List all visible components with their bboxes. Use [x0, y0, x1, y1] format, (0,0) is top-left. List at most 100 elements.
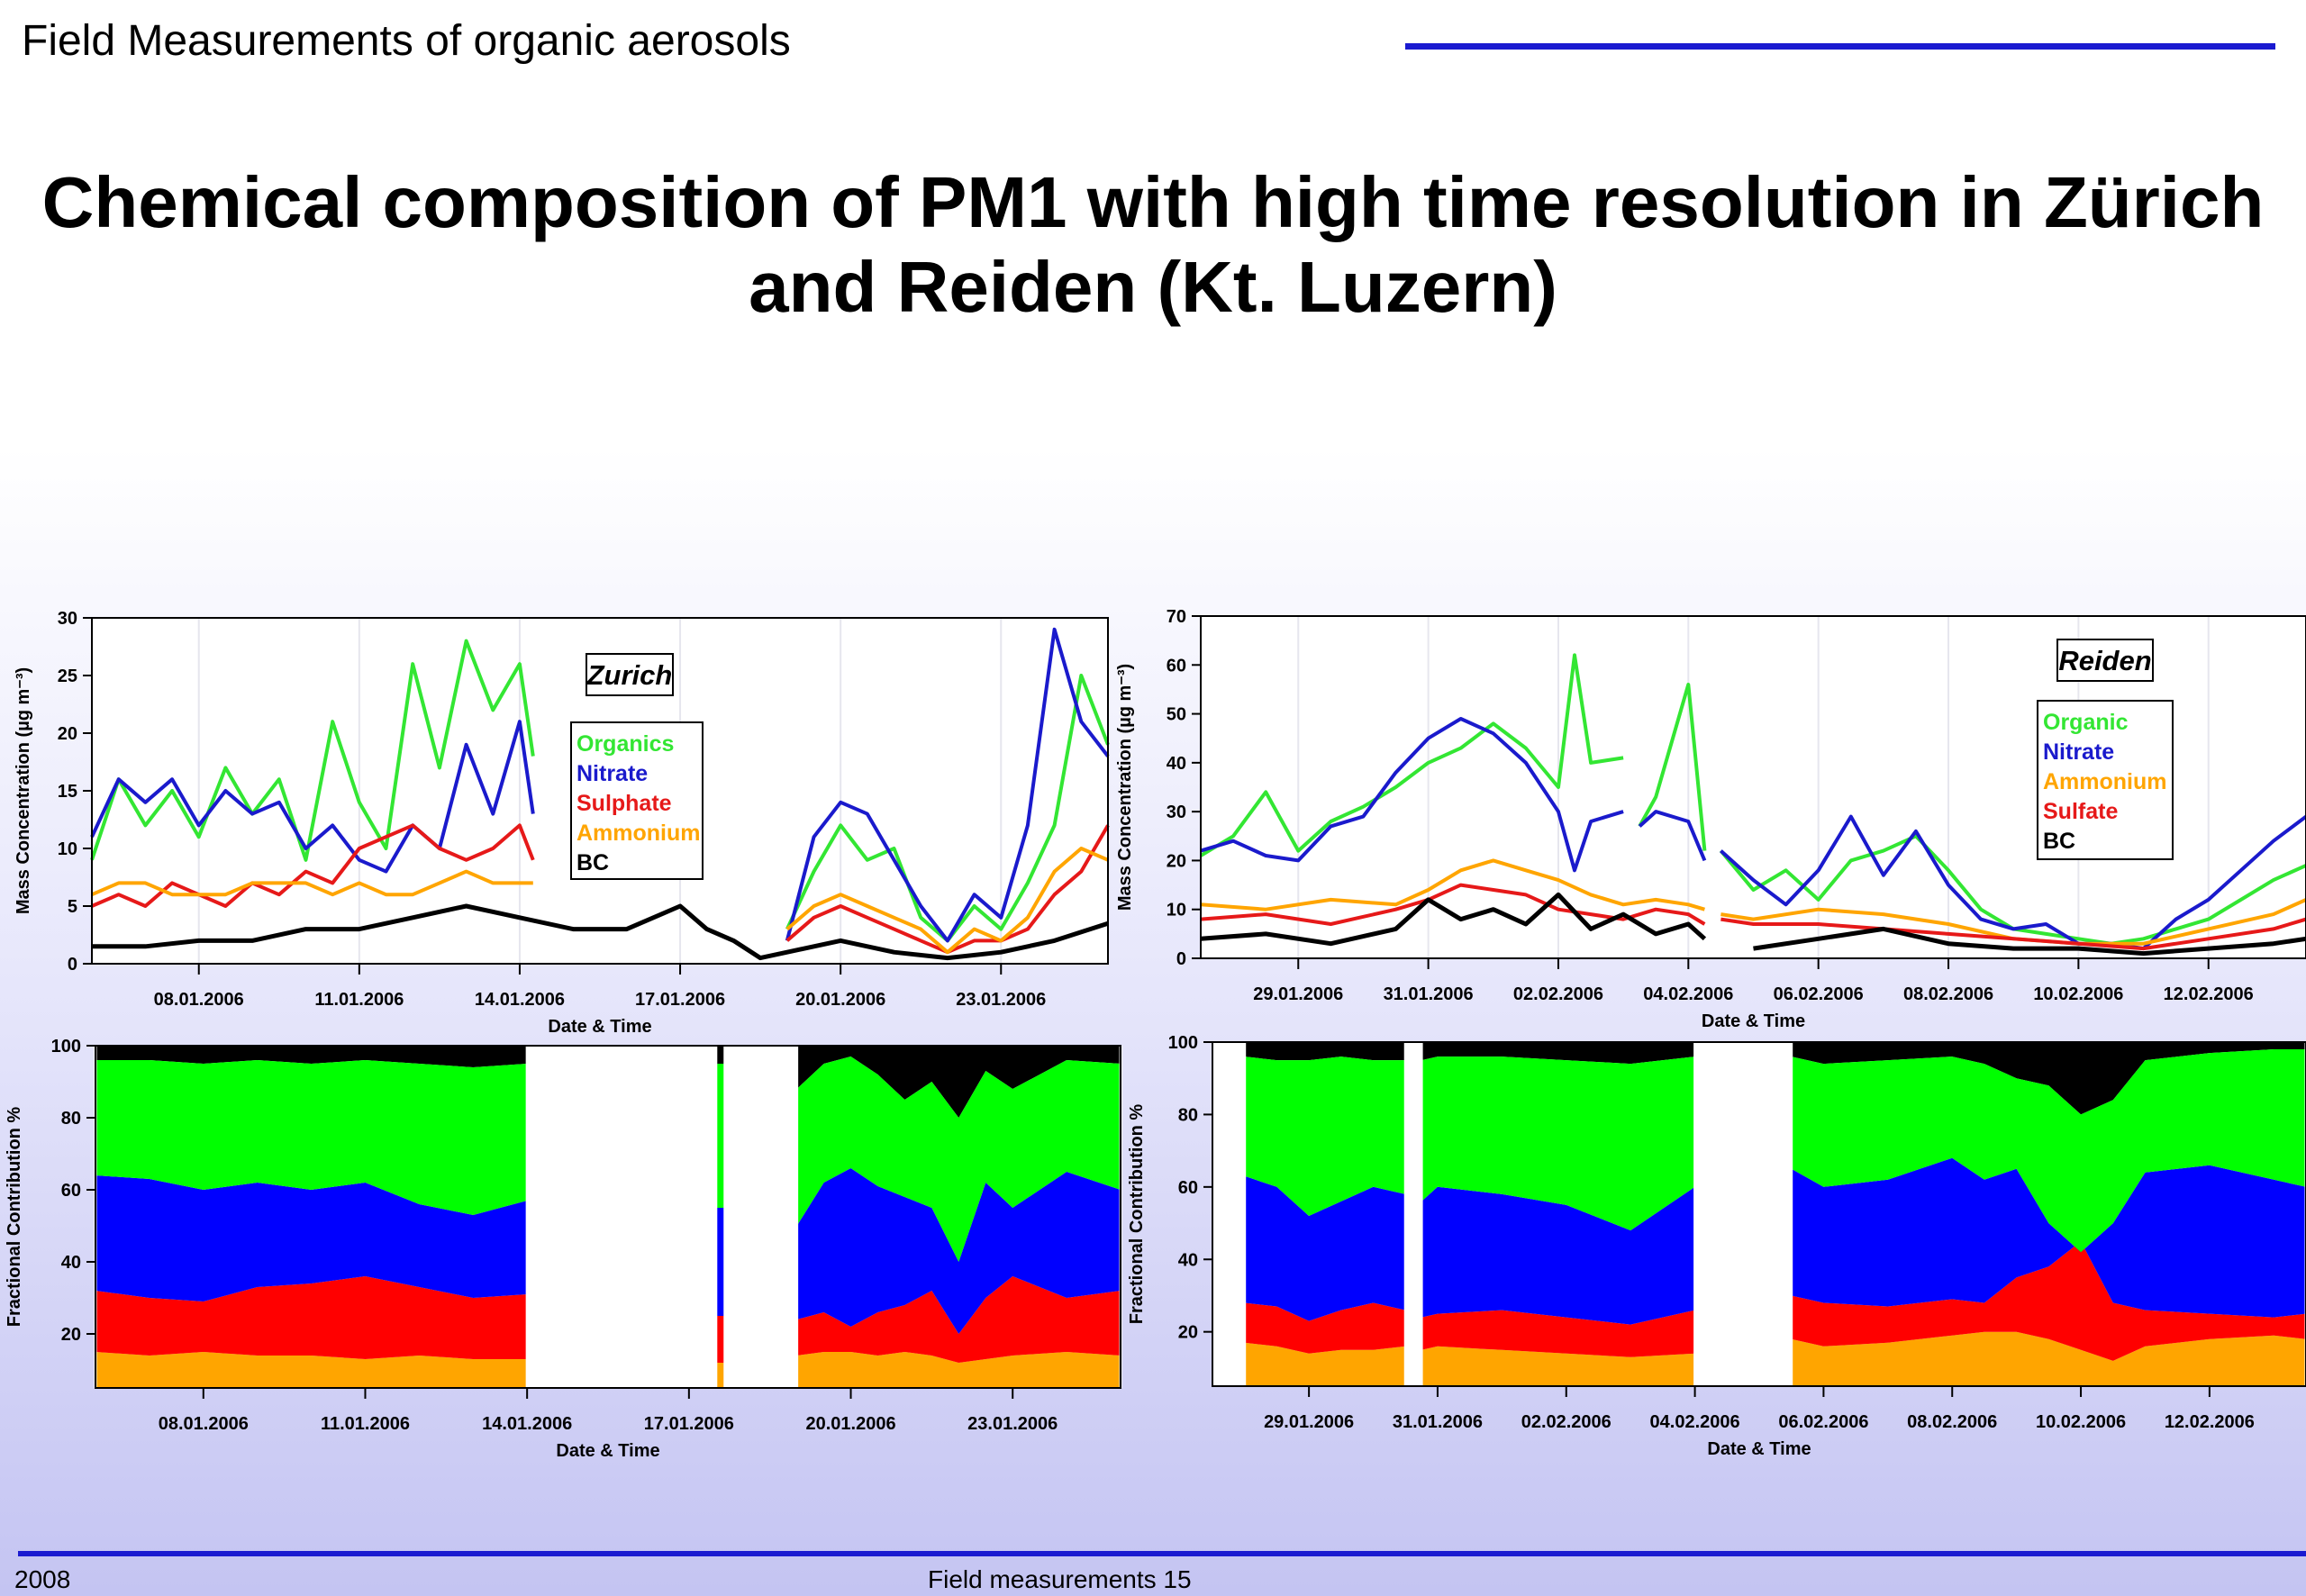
zurich-frac-area-nitrate-seg-0	[95, 1175, 528, 1301]
reiden-frac-area-sulphate-seg-2	[1791, 1241, 2306, 1361]
reiden-conc-series-bc-seg-0	[1200, 892, 1707, 947]
reiden-conc-ylabel: Mass Concentration (µg m⁻³)	[1115, 664, 1135, 911]
reiden-conc-series-organic-seg-1	[1638, 683, 1707, 851]
zurich-conc-ytick-label-6: 30	[58, 609, 77, 629]
reiden-frac-area-ammonium-seg-2	[1791, 1331, 2306, 1386]
reiden-conc-legend-entry-1: Nitrate	[2043, 739, 2114, 765]
zurich-conc-legend-entry-3: Ammonium	[576, 821, 701, 846]
zurich-conc-series-ammonium-seg-1	[785, 847, 1109, 955]
reiden-frac-area-ammonium-seg-0	[1244, 1342, 1406, 1386]
reiden-frac-xtick-label-7: 12.02.2006	[2165, 1412, 2255, 1432]
reiden-frac-area-organics-seg-2	[1791, 1049, 2306, 1253]
reiden-frac-xtick-label-6: 10.02.2006	[2036, 1412, 2126, 1432]
zurich-frac-area-organics-seg-0	[95, 1060, 528, 1215]
reiden-conc-ytick-label-2: 20	[1167, 851, 1186, 871]
reiden-frac-area-ammonium-seg-1	[1421, 1346, 1695, 1386]
reiden-conc-site-box	[2056, 639, 2154, 682]
reiden-conc-legend-entry-3: Sulfate	[2043, 799, 2118, 824]
zurich-frac-ylabel: Fractional Contribution %	[5, 1107, 24, 1328]
reiden-frac-ytick-label-2: 60	[1178, 1178, 1198, 1198]
zurich-conc-series-bc-seg-0	[92, 903, 1109, 961]
zurich-conc-ytick-label-4: 20	[58, 724, 77, 744]
zurich-frac-xtick-label-1: 11.01.2006	[321, 1414, 410, 1434]
reiden-conc-series-bc-seg-1	[1753, 926, 2306, 957]
reiden-conc-xtick-label-2: 02.02.2006	[1513, 984, 1603, 1004]
zurich-conc-ytick-label-2: 10	[58, 839, 77, 859]
zurich-frac-area-bc-seg-1	[715, 1046, 725, 1064]
zurich-frac-area-sulphate-seg-0	[95, 1276, 528, 1359]
reiden-conc-series-nitrate-seg-1	[1638, 810, 1707, 862]
reiden-frac-area-bc-seg-0	[1244, 1042, 1406, 1061]
reiden-conc-frame	[1200, 615, 2306, 959]
footer-page-label: Field measurements 15	[928, 1565, 1192, 1593]
reiden-conc-xtick-label-7: 12.02.2006	[2164, 984, 2254, 1004]
reiden-frac-ytick-label-4: 100	[1168, 1033, 1198, 1053]
zurich-frac-area-nitrate-seg-1	[715, 1208, 725, 1316]
reiden-conc-legend-entry-0: Organic	[2043, 710, 2129, 735]
reiden-conc-series-ammonium-seg-0	[1200, 858, 1705, 911]
reiden-conc-series-nitrate-seg-0	[1200, 717, 1624, 873]
zurich-conc-site-label: Zurich	[586, 659, 673, 691]
zurich-frac-area-ammonium-seg-0	[95, 1352, 528, 1388]
reiden-conc-xtick-label-5: 08.02.2006	[1903, 984, 1993, 1004]
reiden-conc-ytick-label-0: 0	[1176, 949, 1186, 969]
zurich-conc-legend-entry-1: Nitrate	[576, 761, 648, 786]
zurich-frac-area-bc-seg-2	[796, 1046, 1121, 1118]
zurich-frac-ytick-label-4: 100	[51, 1037, 81, 1056]
slide-title-line-1: Chemical composition of PM1 with high ti…	[41, 162, 2265, 242]
zurich-conc-xlabel: Date & Time	[548, 1017, 651, 1037]
reiden-frac-frame	[1212, 1041, 2306, 1387]
zurich-frac-area-organics-seg-2	[796, 1056, 1121, 1262]
reiden-conc-site-label: Reiden	[2058, 645, 2151, 676]
zurich-conc-legend-box	[570, 721, 704, 880]
zurich-conc-xtick-label-2: 14.01.2006	[475, 990, 565, 1010]
reiden-conc-legend-entry-4: BC	[2043, 829, 2075, 854]
zurich-frac-ytick-label-3: 80	[61, 1109, 81, 1129]
reiden-frac-xtick-label-4: 06.02.2006	[1778, 1412, 1868, 1432]
reiden-conc-xlabel: Date & Time	[1702, 1011, 1805, 1031]
zurich-frac-frame	[95, 1045, 1121, 1389]
reiden-frac-area-nitrate-seg-0	[1244, 1175, 1406, 1321]
zurich-frac-area-nitrate-seg-2	[796, 1168, 1121, 1334]
reiden-conc-ytick-label-5: 50	[1167, 705, 1186, 725]
zurich-conc-legend-entry-4: BC	[576, 850, 609, 875]
reiden-frac-xtick-label-5: 08.02.2006	[1907, 1412, 1997, 1432]
zurich-frac-area-sulphate-seg-2	[796, 1276, 1121, 1363]
reiden-frac-area-bc-seg-2	[1791, 1042, 2306, 1115]
zurich-conc-series-nitrate-seg-1	[785, 627, 1110, 943]
reiden-frac-area-nitrate-seg-1	[1421, 1186, 1695, 1325]
reiden-frac-xtick-label-2: 02.02.2006	[1521, 1412, 1611, 1432]
reiden-conc-ytick-label-1: 10	[1167, 901, 1186, 920]
zurich-frac-xtick-label-3: 17.01.2006	[644, 1414, 734, 1434]
header-rule	[1405, 43, 2275, 50]
reiden-frac-xtick-label-1: 31.01.2006	[1393, 1412, 1483, 1432]
header-label: Field Measurements of organic aerosols	[22, 17, 791, 65]
zurich-frac-area-sulphate-seg-1	[715, 1316, 725, 1363]
zurich-frac-area-ammonium-seg-1	[715, 1363, 725, 1388]
zurich-conc-ytick-label-5: 25	[58, 667, 77, 686]
zurich-conc-xtick-label-4: 20.01.2006	[795, 990, 885, 1010]
zurich-conc-ytick-label-3: 15	[58, 782, 77, 802]
reiden-conc-xtick-label-3: 04.02.2006	[1643, 984, 1733, 1004]
reiden-frac-xtick-label-0: 29.01.2006	[1264, 1412, 1354, 1432]
slide-title: Chemical composition of PM1 with high ti…	[36, 160, 2270, 330]
zurich-conc-legend-entry-2: Sulphate	[576, 791, 672, 816]
reiden-conc-ytick-label-3: 30	[1167, 803, 1186, 822]
zurich-frac-xtick-label-0: 08.01.2006	[159, 1414, 249, 1434]
reiden-conc-series-sulfate-seg-1	[1720, 917, 2306, 951]
reiden-conc-xtick-label-0: 29.01.2006	[1253, 984, 1343, 1004]
zurich-conc-chart: Organics Nitrate Sulphate Ammonium BC Zurich 0…	[14, 609, 1110, 1037]
footer-rule	[18, 1551, 2306, 1556]
zurich-conc-site-box	[586, 653, 674, 696]
zurich-conc-series-nitrate-seg-0	[90, 720, 535, 874]
zurich-conc-ytick-label-0: 0	[68, 955, 77, 975]
zurich-frac-area-ammonium-seg-2	[796, 1352, 1121, 1388]
zurich-conc-legend-entry-0: Organics	[576, 731, 674, 757]
reiden-conc-xtick-label-1: 31.01.2006	[1384, 984, 1474, 1004]
slide-title-line-2: and Reiden (Kt. Luzern)	[749, 247, 1557, 327]
zurich-frac-chart: 20 40 60 80 100 08.01.2006 11.01.2006 14.01.200…	[5, 1037, 1122, 1461]
zurich-frac-xtick-label-2: 14.01.2006	[482, 1414, 572, 1434]
zurich-frac-area-organics-seg-1	[715, 1064, 725, 1208]
reiden-conc-ytick-label-4: 40	[1167, 754, 1186, 774]
